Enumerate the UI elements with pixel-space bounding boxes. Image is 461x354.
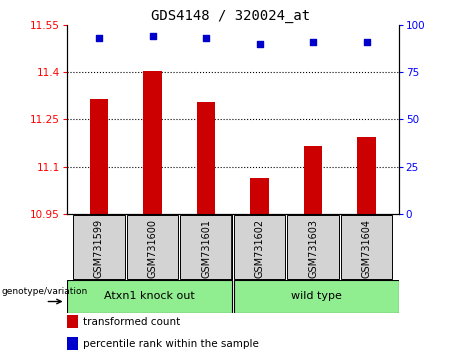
Point — [309, 39, 317, 45]
Point — [256, 41, 263, 47]
Bar — [143, 70, 162, 214]
Bar — [67, 337, 78, 350]
Point — [149, 33, 156, 39]
FancyBboxPatch shape — [341, 215, 392, 279]
Bar — [67, 315, 78, 329]
Text: GSM731601: GSM731601 — [201, 219, 211, 278]
Text: Atxn1 knock out: Atxn1 knock out — [104, 291, 195, 302]
Text: GDS4148 / 320024_at: GDS4148 / 320024_at — [151, 9, 310, 23]
Bar — [357, 137, 376, 214]
FancyBboxPatch shape — [67, 280, 232, 313]
Text: transformed count: transformed count — [83, 317, 181, 327]
Bar — [89, 99, 108, 214]
Point — [363, 39, 370, 45]
Bar — [197, 102, 215, 214]
FancyBboxPatch shape — [234, 280, 399, 313]
Text: GSM731599: GSM731599 — [94, 219, 104, 278]
Text: genotype/variation: genotype/variation — [1, 287, 88, 296]
FancyBboxPatch shape — [73, 215, 124, 279]
Point — [95, 35, 103, 41]
Point — [202, 35, 210, 41]
Text: GSM731600: GSM731600 — [148, 219, 158, 278]
Bar — [250, 178, 269, 214]
Text: GSM731604: GSM731604 — [361, 219, 372, 278]
FancyBboxPatch shape — [180, 215, 232, 279]
Text: GSM731602: GSM731602 — [254, 219, 265, 278]
Bar — [304, 146, 323, 214]
FancyBboxPatch shape — [287, 215, 339, 279]
Text: wild type: wild type — [291, 291, 342, 302]
Text: GSM731603: GSM731603 — [308, 219, 318, 278]
FancyBboxPatch shape — [127, 215, 178, 279]
FancyBboxPatch shape — [234, 215, 285, 279]
Text: percentile rank within the sample: percentile rank within the sample — [83, 339, 260, 349]
